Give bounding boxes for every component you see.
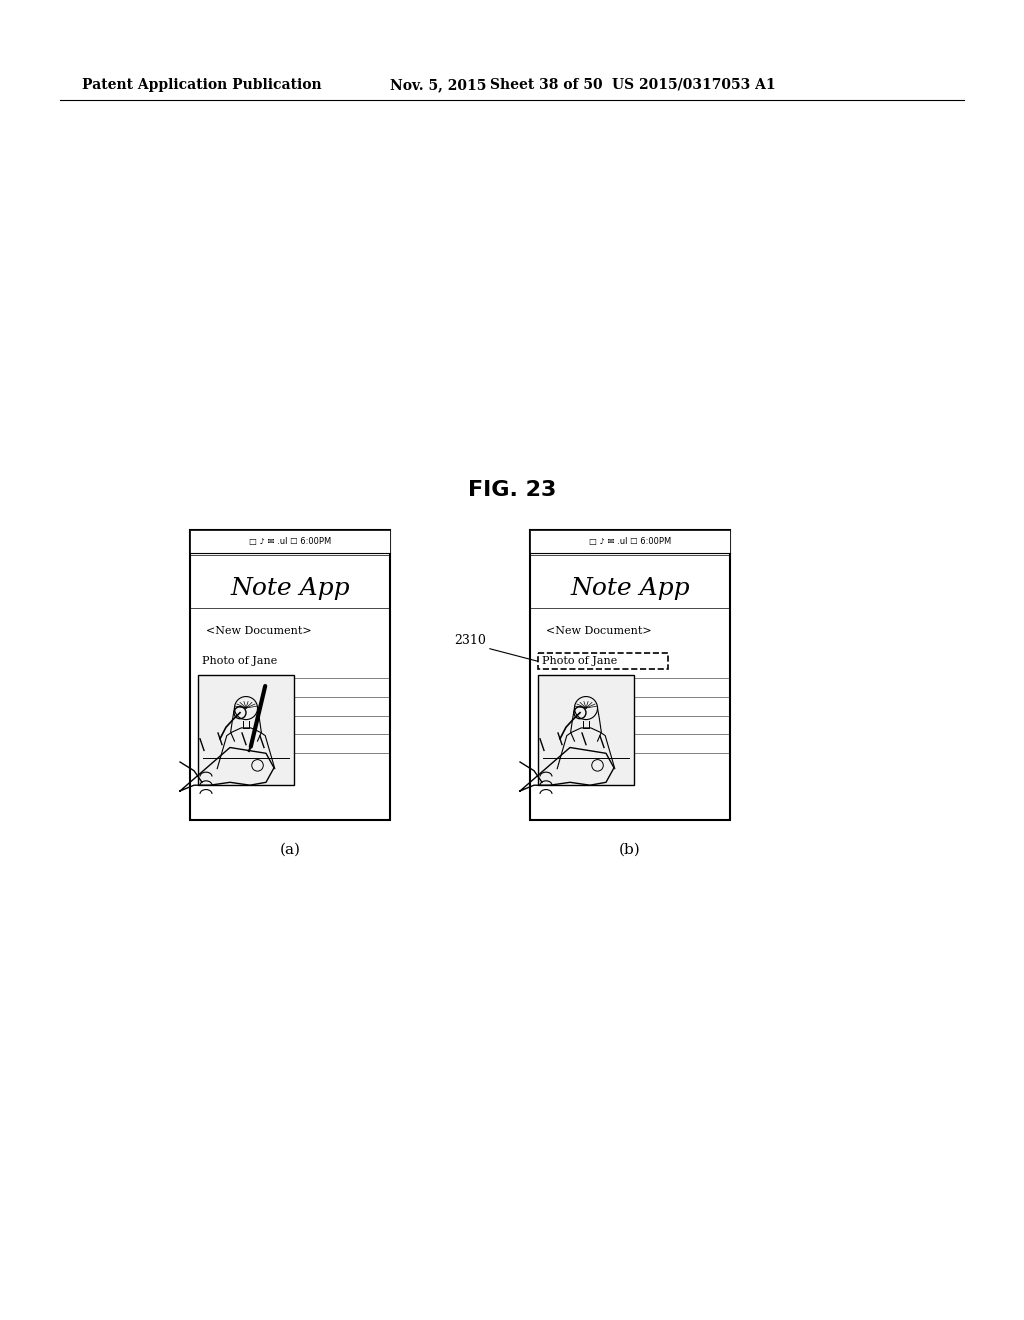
Text: Sheet 38 of 50: Sheet 38 of 50 [490, 78, 603, 92]
Text: Note App: Note App [570, 577, 690, 599]
Text: (b): (b) [620, 843, 641, 857]
Bar [190, 531, 390, 820]
Bar [530, 531, 730, 820]
Text: Patent Application Publication: Patent Application Publication [82, 78, 322, 92]
Text: <New Document>: <New Document> [206, 627, 311, 636]
Bar [198, 675, 294, 785]
Bar [538, 675, 634, 785]
Text: 2310: 2310 [454, 634, 486, 647]
Bar [538, 653, 668, 669]
Text: Photo of Jane: Photo of Jane [202, 656, 278, 665]
Text: (a): (a) [280, 843, 300, 857]
Text: Nov. 5, 2015: Nov. 5, 2015 [390, 78, 486, 92]
Text: FIG. 23: FIG. 23 [468, 480, 556, 500]
Text: □ ♪ ✉ .ul ☐ 6:00PM: □ ♪ ✉ .ul ☐ 6:00PM [589, 537, 671, 546]
Text: US 2015/0317053 A1: US 2015/0317053 A1 [612, 78, 775, 92]
Text: Photo of Jane: Photo of Jane [542, 656, 617, 665]
Bar [530, 531, 730, 553]
Text: □ ♪ ✉ .ul ☐ 6:00PM: □ ♪ ✉ .ul ☐ 6:00PM [249, 537, 331, 546]
Text: Note App: Note App [230, 577, 350, 599]
Bar [190, 531, 390, 553]
Text: <New Document>: <New Document> [546, 627, 651, 636]
